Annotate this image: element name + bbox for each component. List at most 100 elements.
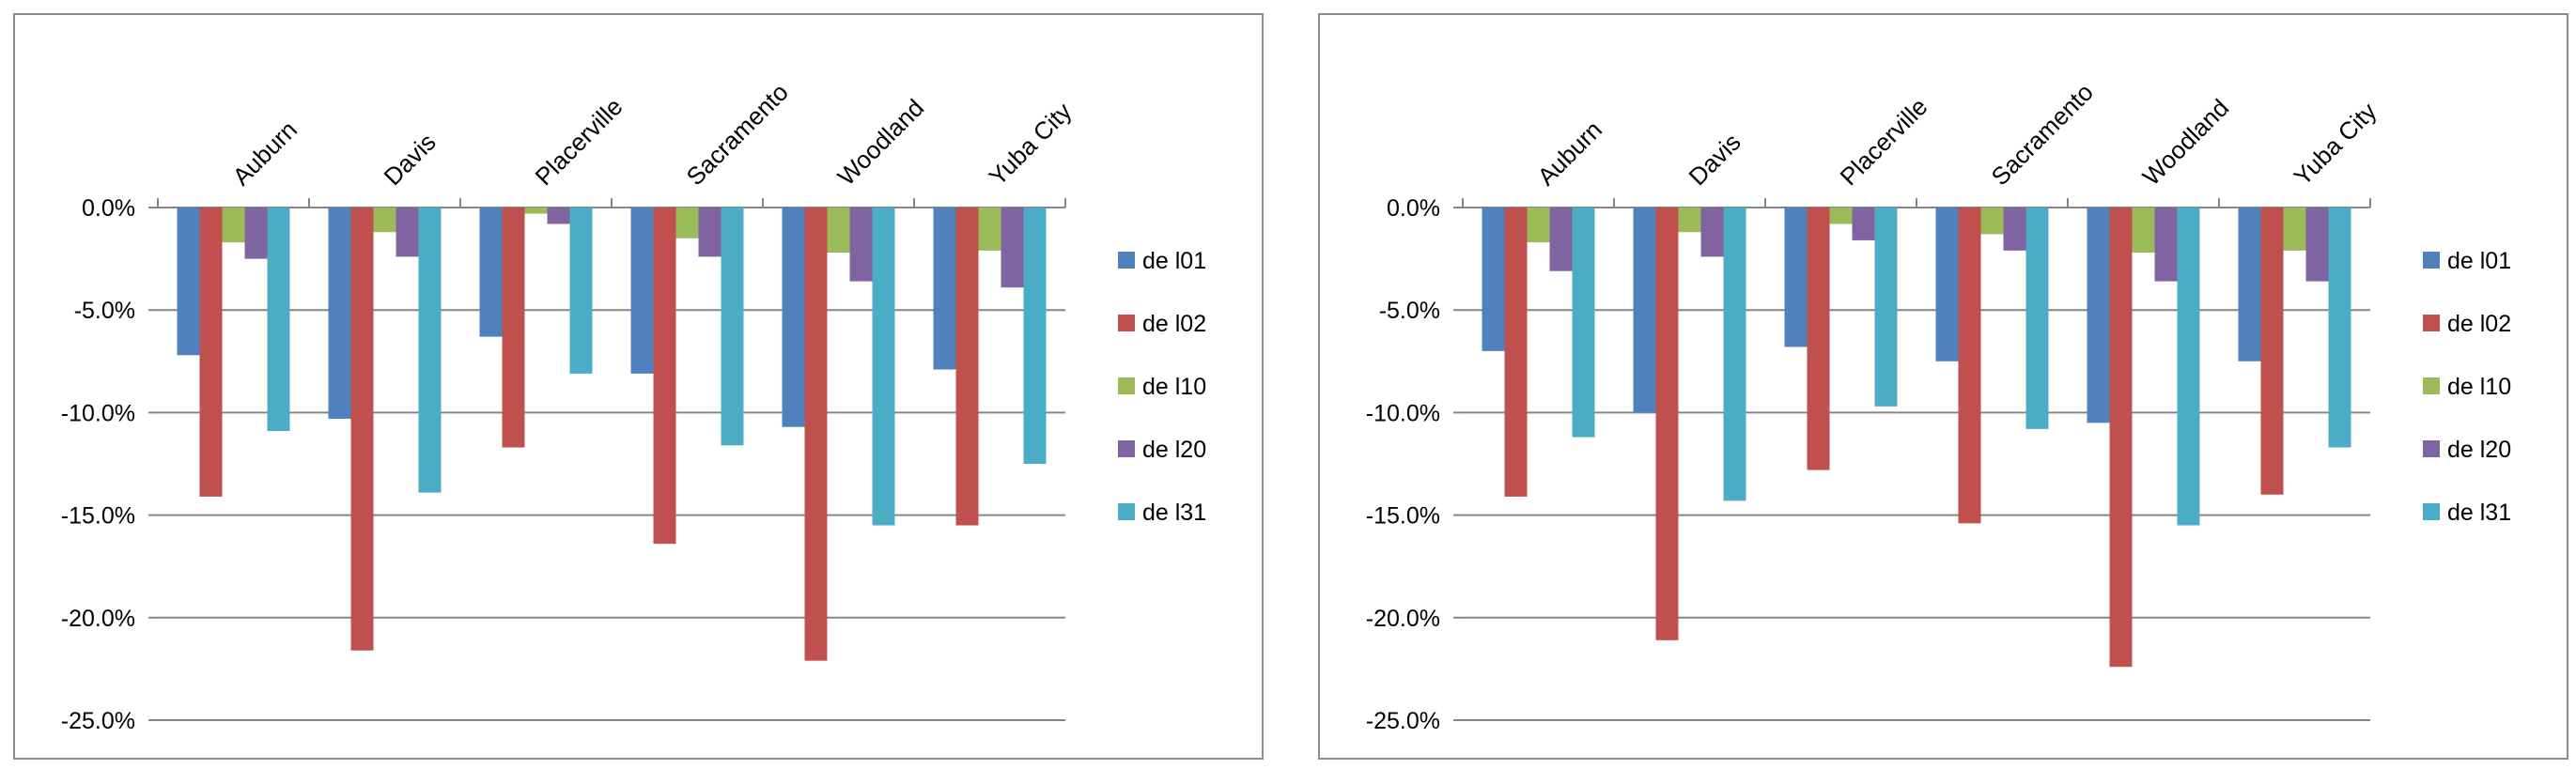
chart-left-category-label-sacramento: Sacramento bbox=[681, 78, 794, 191]
chart-left-category-label-davis: Davis bbox=[379, 128, 442, 191]
chart-left-bar-del01-placerville bbox=[479, 208, 503, 337]
chart-right-bar-del10-auburn bbox=[1527, 208, 1550, 243]
chart-right-category-label-woodland: Woodland bbox=[2137, 94, 2235, 192]
chart-left-legend-label-del02: de l02 bbox=[1142, 311, 1206, 337]
chart-right-bar-del31-auburn bbox=[1572, 208, 1595, 438]
chart-right-bar-del20-auburn bbox=[1549, 208, 1573, 271]
chart-right-legend-label-del20: de l20 bbox=[2447, 437, 2511, 463]
chart-right-plot: 0.0% -5.0% -10.0% -15.0% -20.0% -25.0% Auburn D… bbox=[1366, 78, 2511, 734]
chart-left-y-tick-label: -15.0% bbox=[61, 503, 135, 530]
chart-right-bar-del31-sacramento bbox=[2025, 208, 2049, 429]
chart-right-y-tick-label: -5.0% bbox=[1379, 298, 1440, 324]
chart-left-category-label-yuba-city: Yuba City bbox=[984, 97, 1078, 191]
chart-right-legend-label-del31: de l31 bbox=[2447, 500, 2511, 526]
chart-left-legend-swatch-del20 bbox=[1118, 440, 1135, 457]
chart-left-bar-del02-woodland bbox=[804, 208, 828, 661]
chart-left-bar-del31-yuba-city bbox=[1023, 208, 1047, 464]
chart-left-legend-swatch-del10 bbox=[1118, 377, 1135, 394]
chart-left-bar-del20-yuba-city bbox=[1001, 208, 1024, 288]
chart-left-legend-swatch-del02 bbox=[1118, 315, 1135, 331]
chart-right-bar-del01-yuba-city bbox=[2238, 208, 2261, 361]
chart-left-bar-del01-yuba-city bbox=[933, 208, 956, 370]
chart-right-bar-del02-sacramento bbox=[1958, 208, 1981, 524]
chart-left-bar-del31-davis bbox=[418, 208, 442, 493]
chart-right-category-label-davis: Davis bbox=[1684, 128, 1746, 191]
chart-right-bar-del01-placerville bbox=[1784, 208, 1808, 347]
chart-left-bar-del02-sacramento bbox=[653, 208, 676, 545]
chart-left-bar-del10-davis bbox=[373, 208, 396, 233]
chart-left-bar-del10-placerville bbox=[524, 208, 548, 214]
chart-right-bar-del01-sacramento bbox=[1935, 208, 1959, 361]
chart-right-legend-swatch-del02 bbox=[2423, 315, 2440, 331]
chart-left-category-label-placerville: Placerville bbox=[530, 92, 628, 191]
chart-right-bar-del20-sacramento bbox=[2003, 208, 2026, 251]
chart-left-bar-del31-sacramento bbox=[721, 208, 744, 446]
chart-left-category-label-auburn: Auburn bbox=[227, 115, 303, 191]
chart-left-bar-del01-sacramento bbox=[630, 208, 654, 374]
chart-right-bar-del10-sacramento bbox=[1980, 208, 2004, 235]
chart-right-bar-del31-woodland bbox=[2177, 208, 2200, 526]
chart-left-bar-del10-auburn bbox=[222, 208, 245, 243]
chart-left-legend-label-del31: de l31 bbox=[1142, 500, 1206, 526]
chart-right-bar-del02-woodland bbox=[2109, 208, 2133, 668]
chart-right-bar-del20-yuba-city bbox=[2305, 208, 2329, 282]
chart-left-bar-del31-auburn bbox=[267, 208, 290, 432]
chart-left: 0.0% -5.0% -10.0% -15.0% -20.0% -25.0% Auburn D… bbox=[13, 13, 1264, 760]
chart-left-bar-del02-auburn bbox=[199, 208, 223, 497]
chart-left-bar-del01-woodland bbox=[782, 208, 805, 427]
chart-right-legend-swatch-del20 bbox=[2423, 440, 2440, 457]
chart-right-legend-swatch-del01 bbox=[2423, 252, 2440, 269]
chart-right-bar-del02-auburn bbox=[1504, 208, 1528, 497]
chart-right-bar-del02-davis bbox=[1655, 208, 1679, 640]
chart-left-bar-del20-davis bbox=[396, 208, 419, 257]
chart-left-bar-del01-auburn bbox=[177, 208, 200, 356]
chart-left-legend-swatch-del31 bbox=[1118, 503, 1135, 520]
chart-right-bar-del31-davis bbox=[1723, 208, 1746, 501]
chart-right-bar-del01-auburn bbox=[1482, 208, 1505, 351]
chart-right-category-label-placerville: Placerville bbox=[1835, 92, 1933, 191]
chart-left-legend-swatch-del01 bbox=[1118, 252, 1135, 269]
chart-right-legend-swatch-del31 bbox=[2423, 503, 2440, 520]
chart-left-plot: 0.0% -5.0% -10.0% -15.0% -20.0% -25.0% Auburn D… bbox=[61, 78, 1206, 734]
chart-left-y-tick-label: -10.0% bbox=[61, 400, 135, 426]
chart-right-y-tick-label: -10.0% bbox=[1366, 400, 1440, 426]
chart-left-bar-del10-yuba-city bbox=[978, 208, 1001, 251]
chart-left-legend-label-del20: de l20 bbox=[1142, 437, 1206, 463]
chart-left-legend-label-del10: de l10 bbox=[1142, 374, 1206, 400]
chart-left-bar-del20-auburn bbox=[244, 208, 268, 259]
chart-right-bar-del20-placerville bbox=[1852, 208, 1875, 240]
chart-left-y-tick-label: -25.0% bbox=[61, 708, 135, 734]
chart-left-y-tick-label: 0.0% bbox=[82, 195, 135, 222]
chart-right-bar-del10-yuba-city bbox=[2283, 208, 2306, 251]
chart-right-legend-label-del01: de l01 bbox=[2447, 248, 2511, 274]
chart-left-category-label-woodland: Woodland bbox=[832, 94, 930, 192]
chart-left-bar-del02-davis bbox=[350, 208, 374, 651]
chart-left-bar-del31-placerville bbox=[569, 208, 593, 374]
chart-left-bar-del20-woodland bbox=[849, 208, 873, 282]
chart-left-bar-del20-sacramento bbox=[698, 208, 722, 257]
chart-right-category-label-yuba-city: Yuba City bbox=[2289, 97, 2382, 191]
chart-right-legend-label-del10: de l10 bbox=[2447, 374, 2511, 400]
chart-left-bar-del01-davis bbox=[328, 208, 351, 419]
chart-left-bar-del02-placerville bbox=[502, 208, 525, 448]
chart-right-y-tick-label: 0.0% bbox=[1387, 195, 1440, 222]
chart-right-category-label-auburn: Auburn bbox=[1532, 115, 1607, 191]
chart-right-bar-del10-davis bbox=[1678, 208, 1701, 233]
chart-left-bar-del10-sacramento bbox=[675, 208, 699, 238]
chart-right-y-tick-label: -15.0% bbox=[1366, 503, 1440, 530]
chart-right-bar-del01-davis bbox=[1633, 208, 1656, 413]
chart-right: 0.0% -5.0% -10.0% -15.0% -20.0% -25.0% Auburn D… bbox=[1318, 13, 2568, 760]
chart-left-y-tick-label: -5.0% bbox=[74, 298, 135, 324]
chart-right-y-tick-label: -25.0% bbox=[1366, 708, 1440, 734]
chart-right-y-tick-label: -20.0% bbox=[1366, 606, 1440, 632]
chart-left-bar-del02-yuba-city bbox=[955, 208, 979, 526]
chart-right-category-label-sacramento: Sacramento bbox=[1986, 78, 2099, 191]
chart-left-bar-del31-woodland bbox=[872, 208, 895, 526]
chart-left-bar-del20-placerville bbox=[547, 208, 570, 224]
chart-right-bar-del10-woodland bbox=[2132, 208, 2155, 254]
chart-right-bar-del02-yuba-city bbox=[2260, 208, 2284, 495]
chart-right-legend-swatch-del10 bbox=[2423, 377, 2440, 394]
chart-right-bar-del20-woodland bbox=[2154, 208, 2178, 282]
chart-right-bar-del20-davis bbox=[1700, 208, 1724, 257]
chart-left-bar-del10-woodland bbox=[827, 208, 850, 254]
